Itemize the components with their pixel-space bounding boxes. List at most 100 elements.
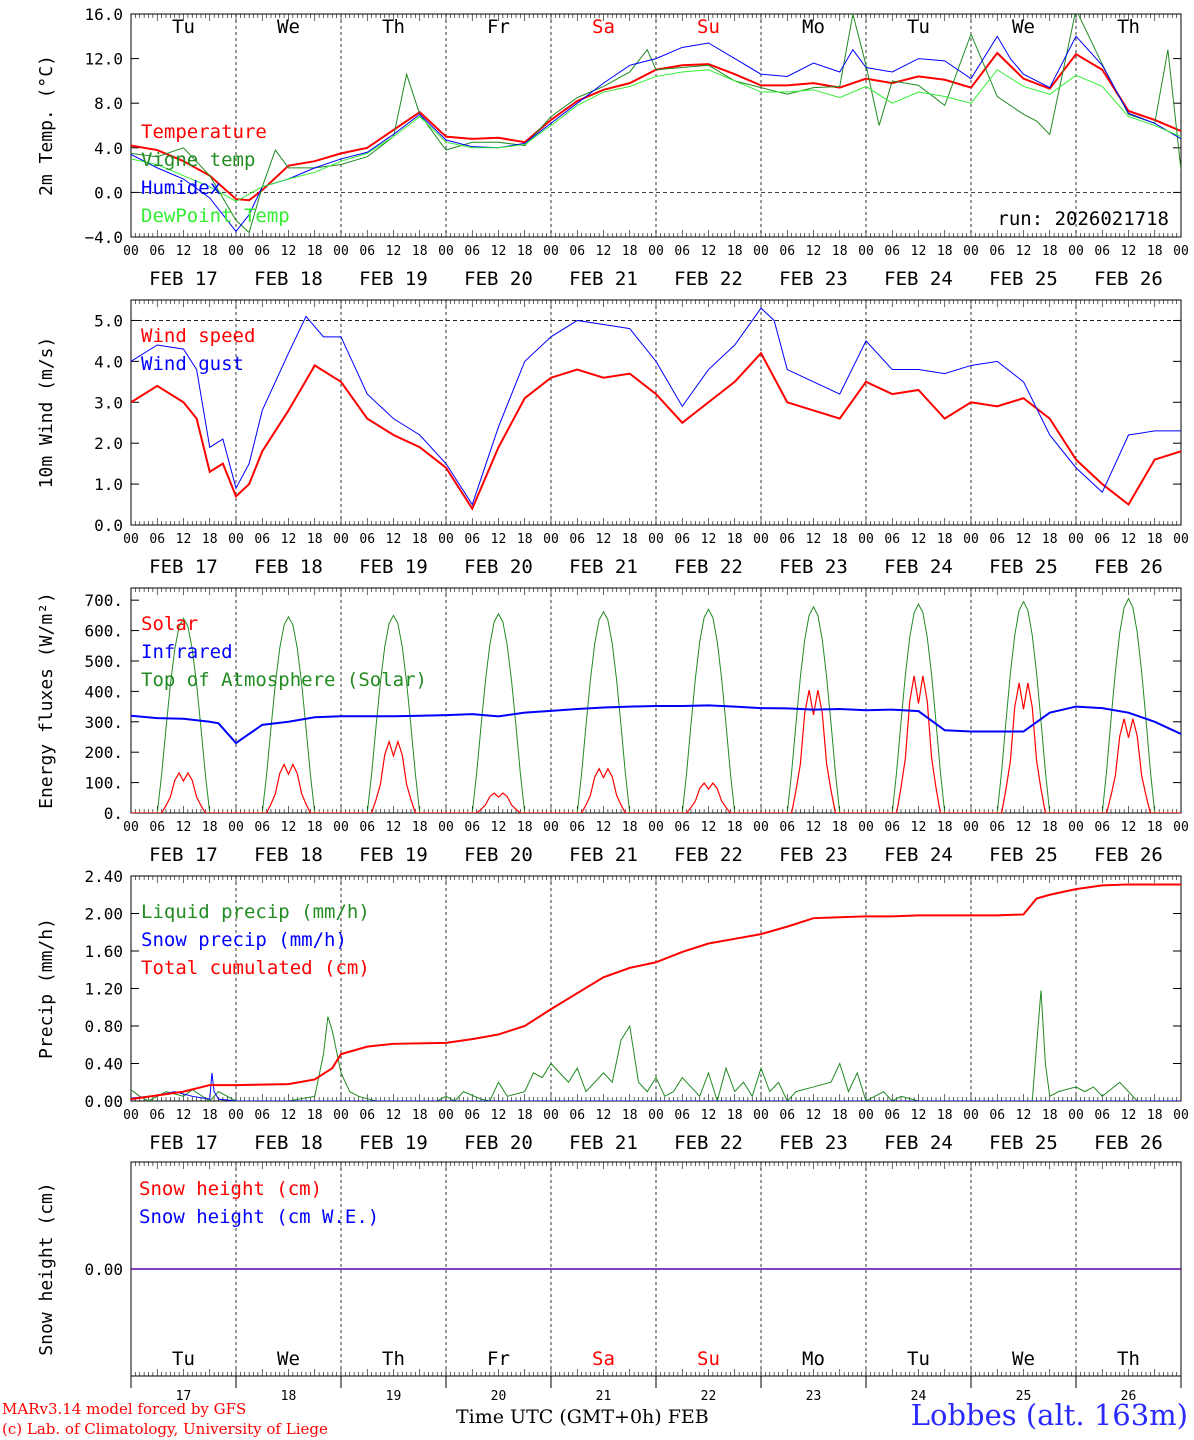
hour-label: 06 <box>989 1108 1005 1123</box>
hour-label: 12 <box>701 1108 717 1123</box>
hour-label: 00 <box>228 244 244 259</box>
date-label: FEB 21 <box>569 844 638 866</box>
hour-label: 00 <box>438 820 454 835</box>
y-tick-label: 0.0 <box>94 516 123 535</box>
hour-label: 12 <box>911 820 927 835</box>
hour-label: 18 <box>937 244 953 259</box>
flux-series-group <box>131 597 1181 813</box>
y-tick-label: 600. <box>84 622 123 641</box>
y-tick-label: 1.0 <box>94 475 123 494</box>
series-line-top-of-atmosphere <box>131 597 1181 813</box>
hour-label: 12 <box>806 244 822 259</box>
hour-label: 00 <box>1068 820 1084 835</box>
hour-label: 06 <box>1094 820 1110 835</box>
date-label: FEB 26 <box>1094 556 1163 578</box>
hour-label: 18 <box>202 532 218 547</box>
hour-label: 00 <box>228 1108 244 1123</box>
hour-label: 00 <box>438 532 454 547</box>
hour-label: 18 <box>517 244 533 259</box>
date-label: FEB 26 <box>1094 1132 1163 1154</box>
y-tick-label: 2.0 <box>94 434 123 453</box>
date-label: FEB 20 <box>464 268 533 290</box>
hour-label: 12 <box>491 532 507 547</box>
weekday-label: Tu <box>172 16 195 38</box>
y-tick-label: 1.20 <box>84 980 123 999</box>
hour-label: 00 <box>1173 532 1189 547</box>
series-line-infrared <box>131 704 1181 745</box>
hour-label: 00 <box>228 820 244 835</box>
weekday-label: Sa <box>592 16 615 38</box>
y-tick-label: 0.40 <box>84 1055 123 1074</box>
hour-label: 06 <box>464 1108 480 1123</box>
hour-label: 06 <box>1094 532 1110 547</box>
hour-label: 12 <box>701 532 717 547</box>
date-label: FEB 20 <box>464 556 533 578</box>
day-number: 17 <box>176 1389 192 1404</box>
hour-label: 18 <box>1147 820 1163 835</box>
y-tick-label: 2.00 <box>84 905 123 924</box>
hour-label: 00 <box>438 244 454 259</box>
hour-label: 18 <box>937 532 953 547</box>
date-label: FEB 23 <box>779 1132 848 1154</box>
hour-label: 18 <box>202 1108 218 1123</box>
hour-label: 18 <box>622 532 638 547</box>
hour-label: 12 <box>281 1108 297 1123</box>
y-tick-label: 0.00 <box>84 1092 123 1111</box>
hour-label: 06 <box>569 1108 585 1123</box>
date-label: FEB 24 <box>884 268 953 290</box>
flux-frame <box>130 587 1182 814</box>
date-label: FEB 25 <box>989 1132 1058 1154</box>
hour-label: 06 <box>464 820 480 835</box>
hour-label: 18 <box>307 532 323 547</box>
day-number: 23 <box>806 1389 822 1404</box>
date-label: FEB 25 <box>989 556 1058 578</box>
hour-label: 00 <box>1068 244 1084 259</box>
day-number: 22 <box>701 1389 717 1404</box>
hour-label: 18 <box>412 244 428 259</box>
y-tick-label: 700. <box>84 591 123 610</box>
hour-label: 12 <box>806 1108 822 1123</box>
legend-entry: Total cumulated (cm) <box>141 957 370 979</box>
hour-label: 00 <box>648 820 664 835</box>
hour-label: 12 <box>911 532 927 547</box>
y-axis-label: Energy fluxes (W/m²) <box>36 592 57 809</box>
hour-label: 06 <box>989 244 1005 259</box>
hour-label: 12 <box>701 244 717 259</box>
wind-frame <box>130 299 1182 526</box>
hour-label: 06 <box>1094 244 1110 259</box>
hour-label: 18 <box>202 244 218 259</box>
day-number: 25 <box>1016 1389 1032 1404</box>
hour-label: 00 <box>333 1108 349 1123</box>
hour-label: 06 <box>674 244 690 259</box>
y-tick-label: 400. <box>84 682 123 701</box>
hour-label: 06 <box>884 1108 900 1123</box>
hour-label: 18 <box>517 532 533 547</box>
hour-label: 12 <box>281 820 297 835</box>
hour-label: 12 <box>596 244 612 259</box>
series-line-dewpoint-temp <box>131 69 1181 202</box>
hour-label: 12 <box>1121 1108 1137 1123</box>
wind-series-group <box>131 307 1181 511</box>
legend-entry: Wind gust <box>141 353 244 375</box>
hour-label: 12 <box>596 820 612 835</box>
hour-label: 12 <box>911 1108 927 1123</box>
date-label: FEB 23 <box>779 268 848 290</box>
weekday-label: Mo <box>802 1348 825 1370</box>
y-axis-label: Snow height (cm) <box>36 1182 57 1355</box>
y-axis-label: Precip (mm/h) <box>36 918 57 1059</box>
hour-label: 06 <box>779 532 795 547</box>
day-number: 24 <box>911 1389 927 1404</box>
date-label: FEB 22 <box>674 556 743 578</box>
y-tick-label: 0. <box>104 804 123 823</box>
day-number: 20 <box>491 1389 507 1404</box>
date-label: FEB 19 <box>359 556 428 578</box>
hour-label: 18 <box>1042 244 1058 259</box>
hour-label: 00 <box>123 820 139 835</box>
temp-panel: −4.0 0.0 4.0 8.0 12.0 16.0 2m Temp. (°C) Temper… <box>36 5 1189 290</box>
hour-label: 12 <box>176 820 192 835</box>
date-label: FEB 21 <box>569 268 638 290</box>
legend-entry: DewPoint Temp <box>141 205 290 227</box>
day-number: 21 <box>596 1389 612 1404</box>
weekday-label: Fr <box>487 1348 510 1370</box>
date-label: FEB 17 <box>149 268 218 290</box>
